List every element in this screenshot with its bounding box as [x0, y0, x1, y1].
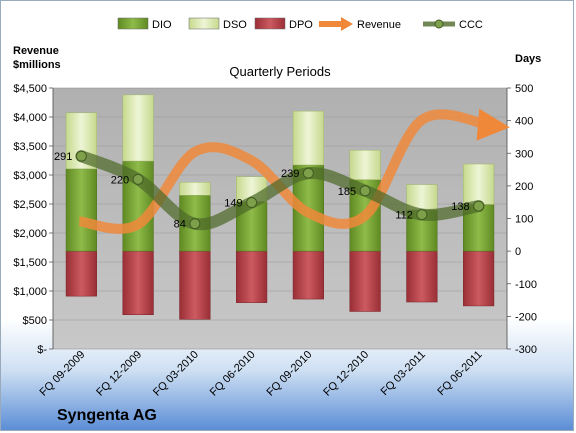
dso-bar	[179, 182, 211, 196]
left-axis-header-line2: $millions	[13, 59, 61, 71]
right-axis: -300 -200 -100 0 100 200 300 400 500	[506, 83, 537, 356]
line-series	[75, 108, 510, 234]
category-label: FQ 06-2010	[208, 349, 258, 399]
ccc-data-label: 291	[54, 151, 72, 163]
legend-item-dso: DSO	[188, 17, 247, 31]
right-tick-label: 0	[515, 246, 521, 258]
right-tick-label: 300	[515, 148, 533, 160]
revenue-arrowhead-icon	[341, 17, 353, 31]
ccc-data-label: 84	[174, 219, 186, 231]
dso-bar	[349, 150, 381, 180]
category-label: FQ 12-2009	[94, 349, 144, 399]
right-tick-label: 400	[515, 116, 533, 128]
dpo-bar	[179, 250, 211, 320]
ccc-point	[359, 185, 371, 197]
ccc-data-label: 185	[338, 186, 356, 198]
dio-swatch-icon	[117, 17, 149, 30]
category-axis: FQ 09-2009 FQ 12-2009 FQ 03-2010 FQ 06-2010…	[38, 349, 485, 399]
right-tick-label: -200	[515, 311, 537, 323]
legend-label: DSO	[223, 19, 247, 31]
right-tick-label: 100	[515, 214, 533, 226]
left-tick-label: $1,000	[13, 286, 47, 298]
dpo-bar	[122, 250, 154, 315]
left-tick-label: $3,500	[13, 141, 47, 153]
category-label: FQ 12-2010	[321, 349, 371, 399]
left-tick-label: $500	[23, 315, 47, 327]
legend-label: DIO	[152, 19, 172, 31]
legend-label: DPO	[289, 19, 313, 31]
left-tick-label: $2,500	[13, 199, 47, 211]
category-label: FQ 09-2009	[38, 349, 88, 399]
dpo-bar	[463, 250, 495, 307]
dpo-bar	[349, 250, 381, 312]
right-axis-header: Days	[515, 53, 541, 65]
left-tick-label: $4,000	[13, 112, 47, 124]
dpo-bar	[292, 250, 324, 300]
ccc-data-label: 239	[281, 168, 299, 180]
right-tick-label: 200	[515, 181, 533, 193]
dso-bar	[463, 163, 495, 205]
chart-legend: DIO DSO DPO Revenue CCC	[117, 17, 483, 31]
category-label: FQ 06-2011	[435, 349, 484, 398]
legend-label: CCC	[459, 19, 483, 31]
ccc-data-label: 138	[451, 201, 469, 213]
left-axis-header-line1: Revenue	[13, 45, 59, 57]
ccc-point	[302, 167, 314, 179]
dpo-bar	[65, 250, 97, 297]
legend-item-dio: DIO	[117, 17, 172, 31]
legend-item-dpo: DPO	[254, 17, 313, 31]
dpo-bar	[406, 250, 438, 303]
dso-swatch-icon	[188, 17, 220, 30]
ccc-point	[189, 218, 201, 230]
ccc-dot-icon	[434, 19, 444, 29]
company-name: Syngenta AG	[57, 407, 157, 424]
ccc-data-label: 149	[224, 198, 242, 210]
data-labels: 291 220 84 149 239 185 112 138	[54, 151, 470, 231]
category-label: FQ 03-2010	[151, 349, 201, 399]
legend-item-revenue: Revenue	[319, 17, 401, 31]
right-tick-label: 500	[515, 83, 533, 95]
left-tick-label: $-	[37, 344, 47, 356]
ccc-line	[75, 150, 485, 231]
ccc-data-label: 112	[395, 210, 413, 222]
legend-label: Revenue	[357, 19, 401, 31]
ccc-point	[473, 200, 485, 212]
ccc-point	[132, 173, 144, 185]
ccc-point	[75, 150, 87, 162]
category-label: FQ 09-2010	[265, 349, 315, 399]
ccc-point	[416, 209, 428, 221]
left-tick-label: $4,500	[13, 83, 47, 95]
legend-item-ccc: CCC	[423, 19, 483, 31]
left-axis: $- $500 $1,000 $1,500 $2,000 $2,500 $3,000 $3,5…	[13, 83, 54, 356]
dpo-swatch-icon	[254, 17, 286, 30]
dpo-bar	[236, 250, 268, 303]
dio-bar	[65, 168, 97, 252]
left-tick-label: $3,000	[13, 170, 47, 182]
left-tick-label: $1,500	[13, 257, 47, 269]
right-tick-label: -100	[515, 279, 537, 291]
ccc-point	[246, 197, 258, 209]
dso-bar	[292, 110, 324, 166]
chart-title: Quarterly Periods	[229, 64, 331, 79]
ccc-data-label: 220	[111, 174, 129, 186]
left-tick-label: $2,000	[13, 228, 47, 240]
right-tick-label: -300	[515, 344, 537, 356]
category-label: FQ 03-2011	[379, 349, 428, 398]
dso-bar	[122, 94, 154, 162]
